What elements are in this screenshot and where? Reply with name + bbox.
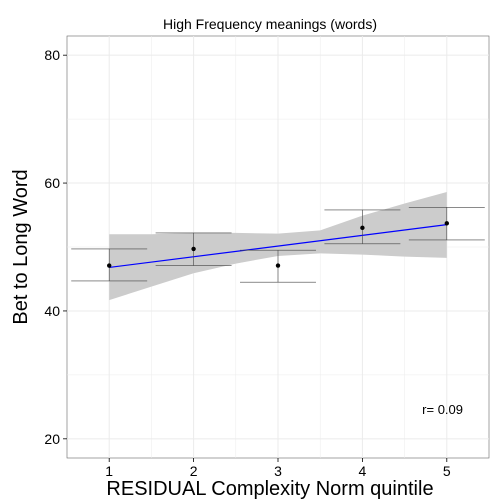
y-tick-label: 20 — [44, 431, 60, 447]
fit-line-layer — [109, 224, 447, 269]
data-point — [275, 263, 281, 268]
fit-line — [109, 224, 447, 269]
y-tick-label: 80 — [44, 47, 60, 63]
x-tick-label: 3 — [274, 463, 282, 479]
data-point — [444, 221, 449, 226]
y-tick-label: 60 — [44, 175, 60, 191]
data-point — [191, 246, 196, 252]
x-tick-label: 5 — [443, 463, 451, 479]
y-tick-label: 40 — [44, 303, 60, 319]
axes: 1 2 3 4 5 20 40 60 80 — [44, 47, 450, 479]
data-point — [107, 263, 112, 268]
point-layer — [107, 221, 449, 268]
y-axis-label: Bet to Long Word — [10, 169, 32, 324]
x-tick-label: 4 — [359, 463, 367, 479]
data-point — [360, 225, 365, 231]
chart-title: High Frequency meanings (words) — [163, 16, 377, 32]
correlation-annotation: r= 0.09 — [422, 402, 463, 417]
x-tick-label: 1 — [105, 463, 113, 479]
x-axis-label: RESIDUAL Complexity Norm quintile — [106, 478, 433, 500]
x-tick-label: 2 — [190, 463, 198, 479]
